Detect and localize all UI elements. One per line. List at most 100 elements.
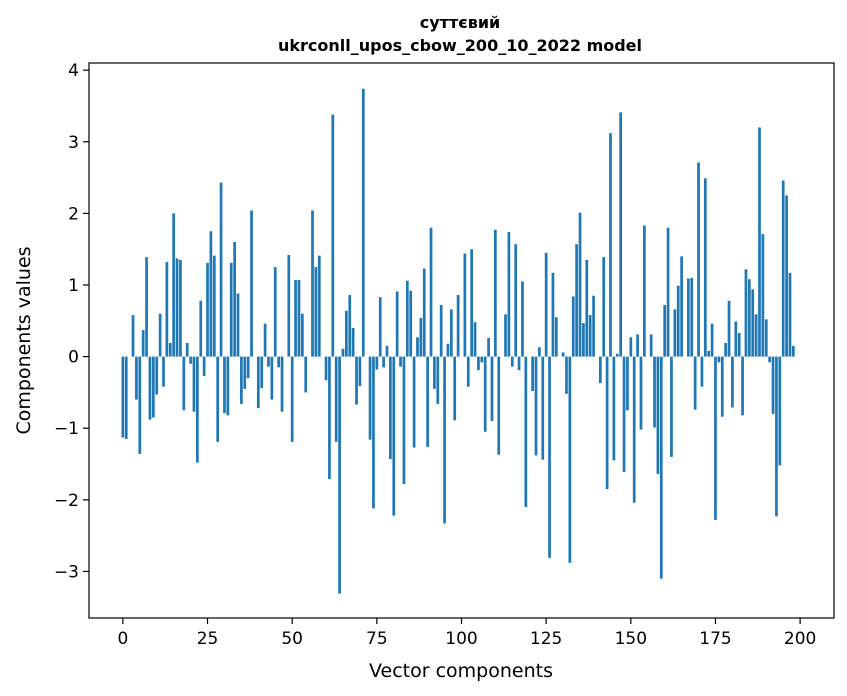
bar-118 bbox=[521, 281, 524, 357]
bar-148 bbox=[622, 356, 626, 472]
bar-137 bbox=[585, 259, 589, 357]
bar-130 bbox=[561, 352, 565, 357]
bar-47 bbox=[280, 356, 284, 412]
bar-101 bbox=[463, 253, 467, 357]
bar-170 bbox=[697, 162, 700, 357]
bar-13 bbox=[165, 262, 169, 357]
bar-0 bbox=[121, 356, 125, 438]
bar-79 bbox=[389, 356, 392, 460]
bar-57 bbox=[314, 267, 318, 357]
bar-83 bbox=[402, 356, 406, 485]
bar-77 bbox=[382, 356, 385, 368]
x-tick-label: 175 bbox=[699, 629, 731, 649]
bar-123 bbox=[538, 347, 541, 357]
bar-30 bbox=[223, 356, 226, 414]
bar-172 bbox=[703, 178, 707, 357]
bar-143 bbox=[605, 356, 609, 490]
bar-84 bbox=[405, 280, 409, 357]
bar-33 bbox=[233, 242, 236, 357]
bar-196 bbox=[785, 195, 788, 357]
bar-173 bbox=[707, 350, 711, 357]
bar-15 bbox=[172, 213, 176, 357]
bar-189 bbox=[761, 234, 765, 357]
y-tick-label: 2 bbox=[68, 204, 79, 224]
bar-168 bbox=[690, 277, 694, 357]
bar-54 bbox=[304, 356, 308, 393]
bar-174 bbox=[710, 323, 714, 357]
bar-92 bbox=[433, 356, 436, 389]
x-tick-label: 25 bbox=[197, 629, 219, 649]
bar-151 bbox=[632, 356, 636, 503]
bar-127 bbox=[551, 272, 555, 357]
bar-69 bbox=[355, 356, 358, 405]
bar-192 bbox=[771, 356, 775, 414]
x-tick-label: 75 bbox=[366, 629, 388, 649]
bar-81 bbox=[395, 291, 399, 357]
bar-8 bbox=[148, 356, 152, 420]
bar-136 bbox=[582, 322, 585, 357]
x-tick-label: 150 bbox=[615, 629, 647, 649]
bar-153 bbox=[639, 356, 643, 430]
bar-154 bbox=[643, 225, 646, 357]
bar-160 bbox=[663, 305, 667, 357]
x-tick-label: 125 bbox=[530, 629, 562, 649]
bar-164 bbox=[676, 285, 680, 357]
bar-85 bbox=[409, 290, 413, 357]
bar-113 bbox=[504, 314, 507, 357]
bar-187 bbox=[754, 314, 758, 357]
bar-162 bbox=[670, 356, 673, 457]
bar-62 bbox=[331, 114, 335, 357]
plot-frame bbox=[88, 62, 835, 619]
x-tick-label: 50 bbox=[281, 629, 303, 649]
bar-198 bbox=[792, 345, 795, 357]
bar-104 bbox=[473, 322, 477, 357]
bar-41 bbox=[260, 356, 264, 389]
bar-190 bbox=[764, 319, 768, 357]
bar-134 bbox=[575, 244, 578, 357]
bar-165 bbox=[680, 256, 683, 357]
bar-163 bbox=[673, 309, 677, 357]
x-axis-label: Vector components bbox=[369, 660, 553, 682]
bar-35 bbox=[240, 356, 243, 404]
bar-157 bbox=[653, 356, 656, 428]
bar-67 bbox=[348, 295, 352, 357]
bar-105 bbox=[477, 356, 480, 371]
bar-122 bbox=[534, 356, 538, 456]
bar-159 bbox=[659, 356, 663, 579]
bar-70 bbox=[358, 356, 362, 386]
bar-144 bbox=[609, 133, 612, 357]
bar-50 bbox=[290, 356, 294, 442]
bar-188 bbox=[758, 127, 761, 357]
bar-107 bbox=[483, 356, 487, 432]
y-axis-label: Components values bbox=[13, 246, 35, 434]
bar-9 bbox=[151, 356, 155, 418]
bar-58 bbox=[317, 255, 321, 357]
bar-128 bbox=[554, 317, 558, 357]
bar-14 bbox=[168, 343, 172, 357]
bar-56 bbox=[311, 210, 314, 357]
y-tick-label: 3 bbox=[68, 133, 79, 153]
bar-63 bbox=[334, 356, 338, 442]
bar-74 bbox=[372, 356, 375, 509]
bar-53 bbox=[300, 313, 304, 357]
bar-158 bbox=[656, 356, 660, 475]
bar-183 bbox=[741, 356, 744, 416]
bar-145 bbox=[612, 356, 616, 461]
bar-66 bbox=[345, 310, 348, 357]
bar-175 bbox=[714, 356, 717, 520]
bar-27 bbox=[212, 255, 216, 357]
y-tick-label: −2 bbox=[54, 491, 79, 511]
bar-1 bbox=[124, 356, 128, 439]
bar-75 bbox=[375, 356, 379, 370]
bar-6 bbox=[141, 330, 145, 357]
bar-91 bbox=[429, 227, 433, 357]
bar-49 bbox=[287, 254, 291, 357]
bar-102 bbox=[466, 356, 470, 387]
bar-29 bbox=[219, 182, 223, 357]
bar-88 bbox=[419, 317, 423, 357]
bar-31 bbox=[226, 356, 230, 416]
bar-184 bbox=[744, 269, 748, 357]
bar-93 bbox=[436, 356, 440, 404]
bar-111 bbox=[497, 356, 501, 455]
bar-82 bbox=[399, 356, 402, 367]
